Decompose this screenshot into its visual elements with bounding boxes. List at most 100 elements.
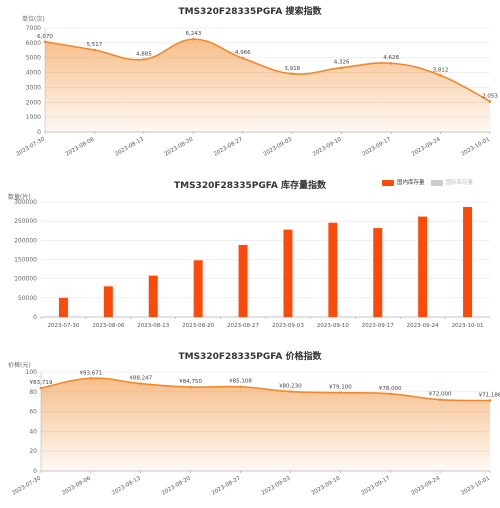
x-tick-label: 2023-09-24 <box>410 475 441 496</box>
data-point <box>439 74 442 77</box>
data-point <box>189 385 192 389</box>
y-tick-label: 7000 <box>26 25 41 32</box>
price-index-chart: 0 20 40 60 80 100 ¥83,719 ¥93,671 ¥88,247 ¥84,750… <box>11 369 500 497</box>
chart-title: TMS320F28335PGFA 价格指数 <box>178 352 322 362</box>
data-point <box>289 390 292 393</box>
legend-label: 国内库存量 <box>397 180 425 186</box>
y-tick-label: 100000 <box>14 276 37 283</box>
y-tick-label: 6000 <box>26 40 41 47</box>
bar <box>418 216 428 317</box>
bar <box>193 260 203 317</box>
price-index-panel: TMS320F28335PGFA 价格指数 价格(元) 0 20 40 60 80 100… <box>0 340 500 508</box>
x-tick-label: 2023-08-27 <box>213 136 244 157</box>
x-tick-label: 2023-10-01 <box>452 323 484 329</box>
data-point <box>488 399 492 402</box>
y-tick-label: 20 <box>29 448 37 455</box>
chart-legend: 国内库存量 国际库存量 <box>382 178 473 186</box>
x-tick-label: 2023-08-27 <box>211 475 242 496</box>
data-point <box>43 40 47 44</box>
y-unit-label: 价格(元) <box>8 362 31 369</box>
x-tick-label: 2023-07-30 <box>15 136 46 157</box>
y-tick-label: 60 <box>29 409 37 416</box>
y-tick-label: 2000 <box>26 99 41 106</box>
y-tick-label: 200000 <box>14 237 37 244</box>
data-point <box>340 66 343 70</box>
x-tick-label: 2023-09-24 <box>407 323 439 329</box>
data-point <box>389 61 393 65</box>
inventory-index-chart: 0 50000 100000 150000 200000 250000 300000 2023… <box>14 199 490 329</box>
x-tick-label: 2023-08-13 <box>137 323 169 329</box>
y-tick-label: 250000 <box>14 218 37 225</box>
data-point <box>339 391 342 394</box>
bar <box>328 222 338 317</box>
data-label: 2,053 <box>482 93 498 99</box>
data-point <box>239 385 242 389</box>
y-tick-label: 100 <box>26 369 38 376</box>
data-label: ¥72,000 <box>429 392 452 398</box>
data-point <box>438 398 442 402</box>
data-label: 4,628 <box>383 55 399 61</box>
legend-swatch <box>382 179 394 186</box>
data-label: 4,966 <box>235 50 251 56</box>
y-unit-label: 单位(次) <box>22 16 45 23</box>
series-area <box>41 378 490 471</box>
x-tick-label: 2023-09-17 <box>361 475 392 496</box>
data-label: ¥85,108 <box>229 379 252 385</box>
x-tick-label: 2023-09-03 <box>272 323 304 329</box>
bar <box>103 286 113 317</box>
data-point <box>241 56 245 60</box>
x-tick-label: 2023-09-24 <box>411 136 442 157</box>
x-tick-label: 2023-09-03 <box>263 136 294 157</box>
x-tick-label: 2023-08-06 <box>92 323 124 329</box>
series-line <box>40 377 491 402</box>
y-tick-label: 0 <box>33 314 37 321</box>
data-label: ¥79,100 <box>329 385 352 391</box>
y-tick-label: 50000 <box>18 295 37 302</box>
chart-title: TMS320F28335PGFA 搜索指数 <box>178 7 322 17</box>
y-tick-label: 80 <box>29 389 37 396</box>
data-point <box>290 72 294 76</box>
x-tick-label: 2023-08-06 <box>65 136 96 157</box>
data-label: 3,918 <box>284 66 300 72</box>
legend-swatch <box>430 179 443 186</box>
data-label: ¥84,750 <box>179 379 202 385</box>
inventory-index-panel: TMS320F28335PGFA 库存量指数 数量(片) 国内库存量 国际库存量… <box>0 170 500 340</box>
legend-item-domestic[interactable]: 国内库存量 <box>382 178 425 186</box>
series-line <box>44 38 491 103</box>
y-tick-label: 300000 <box>14 199 37 206</box>
bar <box>283 229 293 317</box>
x-tick-label: 2023-08-20 <box>164 136 195 157</box>
data-label: 4,326 <box>334 60 350 66</box>
data-label: 5,517 <box>87 42 103 48</box>
data-point <box>139 382 143 385</box>
data-label: ¥71,186 <box>479 393 500 399</box>
x-tick-label: 2023-09-10 <box>312 136 343 157</box>
data-label: ¥78,000 <box>379 386 402 392</box>
y-unit-label: 数量(片) <box>8 194 31 201</box>
x-tick-label: 2023-09-10 <box>311 475 342 496</box>
x-tick-label: 2023-09-17 <box>362 323 394 329</box>
data-label: ¥83,719 <box>30 380 53 386</box>
y-tick-label: 0 <box>37 129 41 136</box>
data-point <box>93 48 96 52</box>
data-label: 6,070 <box>37 34 53 40</box>
bar <box>238 244 248 317</box>
bar <box>373 228 383 317</box>
y-tick-label: 4000 <box>26 70 41 77</box>
data-point <box>39 386 43 390</box>
chart-title: TMS320F28335PGFA 库存量指数 <box>173 181 327 191</box>
y-tick-label: 150000 <box>14 257 37 264</box>
data-label: ¥93,671 <box>80 370 103 376</box>
legend-item-international[interactable]: 国际库存量 <box>430 178 474 186</box>
bar <box>148 275 158 317</box>
y-tick-label: 3000 <box>26 84 41 91</box>
data-point <box>488 100 492 103</box>
data-label: 6,243 <box>185 31 201 37</box>
x-tick-label: 2023-07-30 <box>47 323 79 329</box>
data-point <box>388 392 392 396</box>
legend-label: 国际库存量 <box>445 180 474 186</box>
search-index-chart: 0 1000 2000 3000 4000 5000 6000 7000 6,070 5,517 4… <box>15 25 498 158</box>
x-tick-label: 2023-10-01 <box>460 476 491 497</box>
x-tick-label: 2023-09-03 <box>261 475 292 496</box>
data-point <box>142 58 146 61</box>
